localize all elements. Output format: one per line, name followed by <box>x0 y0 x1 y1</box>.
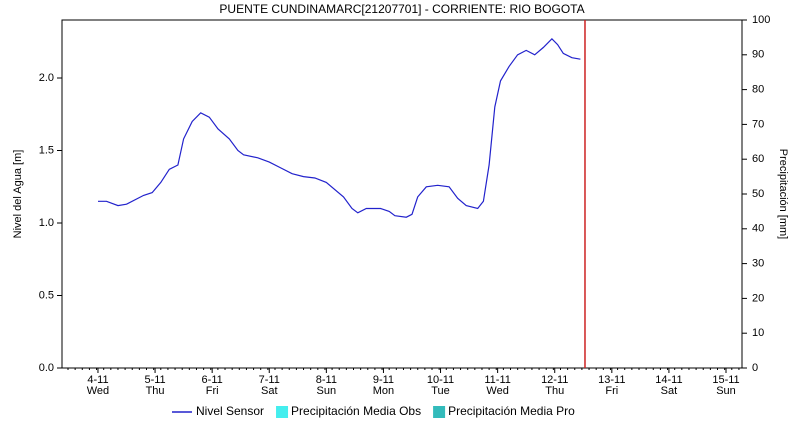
y2-tick-label: 40 <box>752 223 764 235</box>
y-tick-label: 0.0 <box>39 362 54 374</box>
y-tick-label: 1.5 <box>39 144 54 156</box>
x-tick-label: 12-11 <box>541 374 568 386</box>
x-tick-label: 5-11 <box>144 374 165 386</box>
y2-tick-label: 80 <box>752 84 764 96</box>
y2-tick-label: 30 <box>752 258 764 270</box>
x-tick-label: 9-11 <box>373 374 394 386</box>
x-tick-label: 15-11 <box>712 374 739 386</box>
x-tick-sublabel: Wed <box>87 385 109 397</box>
y2-tick-label: 60 <box>752 153 764 165</box>
legend-label: Precipitación Media Obs <box>291 404 421 418</box>
legend-label: Nivel Sensor <box>196 404 264 418</box>
y2-tick-label: 20 <box>752 292 764 304</box>
x-tick-sublabel: Mon <box>373 385 394 397</box>
x-tick-label: 11-11 <box>484 374 511 386</box>
x-tick-sublabel: Thu <box>146 385 165 397</box>
x-tick-sublabel: Fri <box>605 385 618 397</box>
y2-tick-label: 10 <box>752 327 764 339</box>
x-tick-sublabel: Wed <box>486 385 508 397</box>
y2-tick-label: 0 <box>752 362 758 374</box>
x-tick-label: 4-11 <box>87 374 108 386</box>
x-tick-sublabel: Tue <box>431 385 450 397</box>
x-tick-label: 13-11 <box>598 374 625 386</box>
y2-axis-label: Precipitación [mm] <box>777 149 789 239</box>
y2-tick-label: 50 <box>752 188 764 200</box>
y-tick-label: 2.0 <box>39 72 54 84</box>
x-tick-sublabel: Sun <box>716 385 736 397</box>
x-tick-label: 8-11 <box>316 374 337 386</box>
legend-label: Precipitación Media Pro <box>448 404 575 418</box>
legend-swatch <box>433 406 446 418</box>
y-tick-label: 1.0 <box>39 217 54 229</box>
x-tick-label: 6-11 <box>202 374 223 386</box>
chart-title: PUENTE CUNDINAMARC[21207701] - CORRIENTE… <box>219 2 584 16</box>
x-tick-label: 10-11 <box>427 374 454 386</box>
y2-tick-label: 70 <box>752 118 764 130</box>
x-tick-sublabel: Sat <box>661 385 678 397</box>
x-tick-sublabel: Fri <box>206 385 219 397</box>
x-tick-sublabel: Thu <box>545 385 564 397</box>
x-tick-sublabel: Sun <box>317 385 337 397</box>
line-series <box>98 37 581 218</box>
y2-tick-label: 100 <box>752 14 770 26</box>
y-axis-label: Nivel del Agua [m] <box>12 150 24 239</box>
y-tick-label: 0.5 <box>39 289 54 301</box>
legend-swatch <box>276 406 289 418</box>
x-tick-label: 14-11 <box>655 374 682 386</box>
x-tick-label: 7-11 <box>259 374 280 386</box>
y2-tick-label: 90 <box>752 49 764 61</box>
x-tick-sublabel: Sat <box>261 385 278 397</box>
